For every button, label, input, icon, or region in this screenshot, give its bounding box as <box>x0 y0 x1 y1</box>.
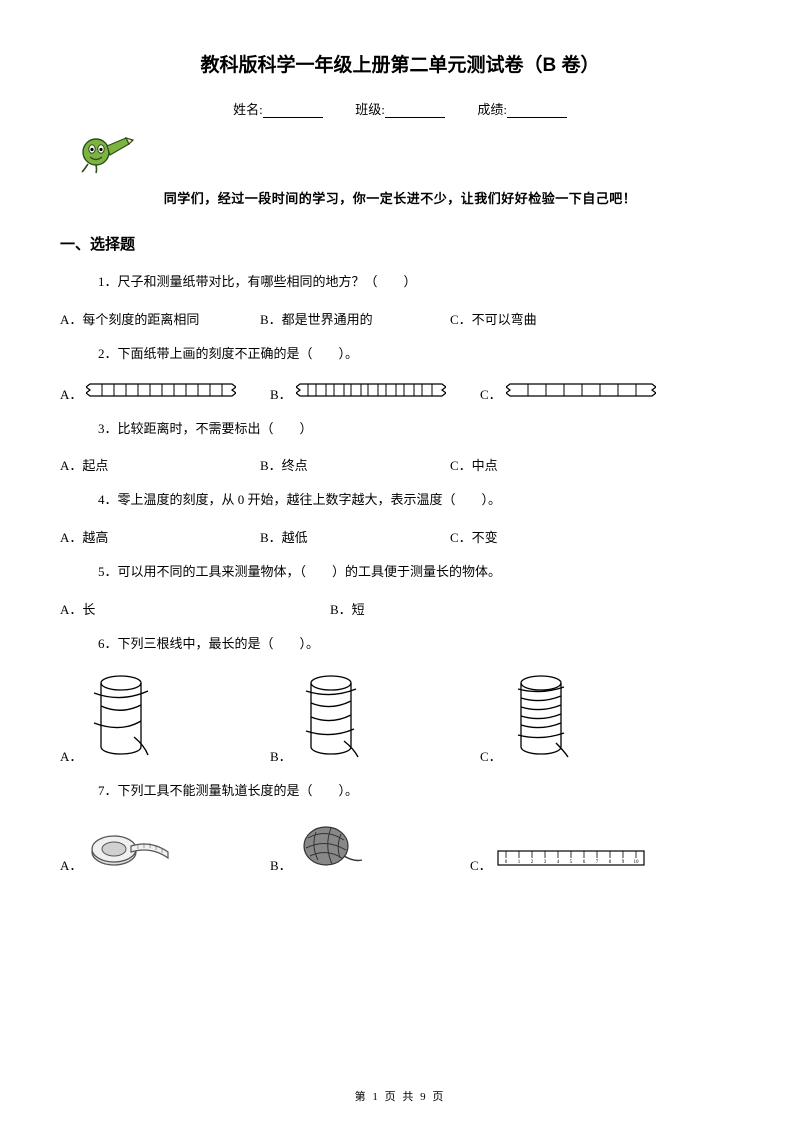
question-5: 5．可以用不同的工具来测量物体，（ ）的工具便于测量长的物体。 <box>60 562 740 583</box>
score-label: 成绩: <box>477 102 507 117</box>
question-3-options: A．起点 B．终点 C．中点 <box>60 455 740 474</box>
q6-c-label: C． <box>480 746 502 765</box>
q5-option-b[interactable]: B．短 <box>330 599 365 618</box>
q4-option-a[interactable]: A．越高 <box>60 527 260 546</box>
q2-option-a[interactable]: A． <box>60 381 270 403</box>
ruler-icon: 012 345 678 910 <box>496 848 646 874</box>
question-7-options: A． B． C． <box>60 818 740 874</box>
q2-c-label: C． <box>480 384 502 403</box>
ruler-strip-even-icon <box>86 381 236 403</box>
q3-option-a[interactable]: A．起点 <box>60 455 260 474</box>
question-1: 1．尺子和测量纸带对比，有哪些相同的地方？（ ） <box>60 272 740 293</box>
class-blank[interactable] <box>385 104 445 118</box>
q5-option-a[interactable]: A．长 <box>60 599 330 618</box>
svg-text:10: 10 <box>633 860 639 865</box>
q4-option-c[interactable]: C．不变 <box>450 527 498 546</box>
q7-option-c[interactable]: C． 012 345 678 910 <box>470 848 646 874</box>
question-2-options: A． B． <box>60 381 740 403</box>
q6-b-label: B． <box>270 746 292 765</box>
q6-a-label: A． <box>60 746 82 765</box>
q3-option-b[interactable]: B．终点 <box>260 455 450 474</box>
info-line: 姓名: 班级: 成绩: <box>60 99 740 118</box>
cylinder-6-wraps-icon <box>506 671 576 765</box>
ruler-strip-uneven-icon <box>296 381 446 403</box>
q4-option-b[interactable]: B．越低 <box>260 527 450 546</box>
q2-a-label: A． <box>60 384 82 403</box>
name-blank[interactable] <box>263 104 323 118</box>
q7-c-label: C． <box>470 855 492 874</box>
q2-option-c[interactable]: C． <box>480 381 656 403</box>
q7-b-label: B． <box>270 855 292 874</box>
question-6: 6．下列三根线中，最长的是（ ）。 <box>60 634 740 655</box>
q7-option-b[interactable]: B． <box>270 818 470 874</box>
intro-text: 同学们，经过一段时间的学习，你一定长进不少，让我们好好检验一下自己吧！ <box>100 188 700 207</box>
question-5-options: A．长 B．短 <box>60 599 740 618</box>
question-4-options: A．越高 B．越低 C．不变 <box>60 527 740 546</box>
pencil-icon <box>80 132 740 178</box>
q1-option-a[interactable]: A．每个刻度的距离相同 <box>60 309 260 328</box>
name-label: 姓名: <box>233 102 263 117</box>
q7-a-label: A． <box>60 855 82 874</box>
ruler-strip-wide-icon <box>506 381 656 403</box>
score-blank[interactable] <box>507 104 567 118</box>
question-6-options: A． B． C． <box>60 671 740 765</box>
question-1-options: A．每个刻度的距离相同 B．都是世界通用的 C．不可以弯曲 <box>60 309 740 328</box>
yarn-ball-icon <box>296 818 366 874</box>
q1-option-b[interactable]: B．都是世界通用的 <box>260 309 450 328</box>
q2-option-b[interactable]: B． <box>270 381 480 403</box>
tape-measure-icon <box>86 822 181 874</box>
cylinder-3-wraps-icon <box>86 671 156 765</box>
q6-option-a[interactable]: A． <box>60 671 270 765</box>
section-1-title: 一、选择题 <box>60 233 740 254</box>
q6-option-c[interactable]: C． <box>480 671 576 765</box>
question-4: 4．零上温度的刻度，从 0 开始，越往上数字越大，表示温度（ ）。 <box>60 490 740 511</box>
q6-option-b[interactable]: B． <box>270 671 480 765</box>
cylinder-4-wraps-icon <box>296 671 366 765</box>
question-2: 2．下面纸带上画的刻度不正确的是（ ）。 <box>60 344 740 365</box>
question-3: 3．比较距离时，不需要标出（ ） <box>60 419 740 440</box>
q2-b-label: B． <box>270 384 292 403</box>
page-title: 教科版科学一年级上册第二单元测试卷（B 卷） <box>60 50 740 77</box>
question-7: 7．下列工具不能测量轨道长度的是（ ）。 <box>60 781 740 802</box>
q7-option-a[interactable]: A． <box>60 822 270 874</box>
q3-option-c[interactable]: C．中点 <box>450 455 498 474</box>
q1-option-c[interactable]: C．不可以弯曲 <box>450 309 537 328</box>
page-footer: 第 1 页 共 9 页 <box>0 1088 800 1104</box>
class-label: 班级: <box>355 102 385 117</box>
